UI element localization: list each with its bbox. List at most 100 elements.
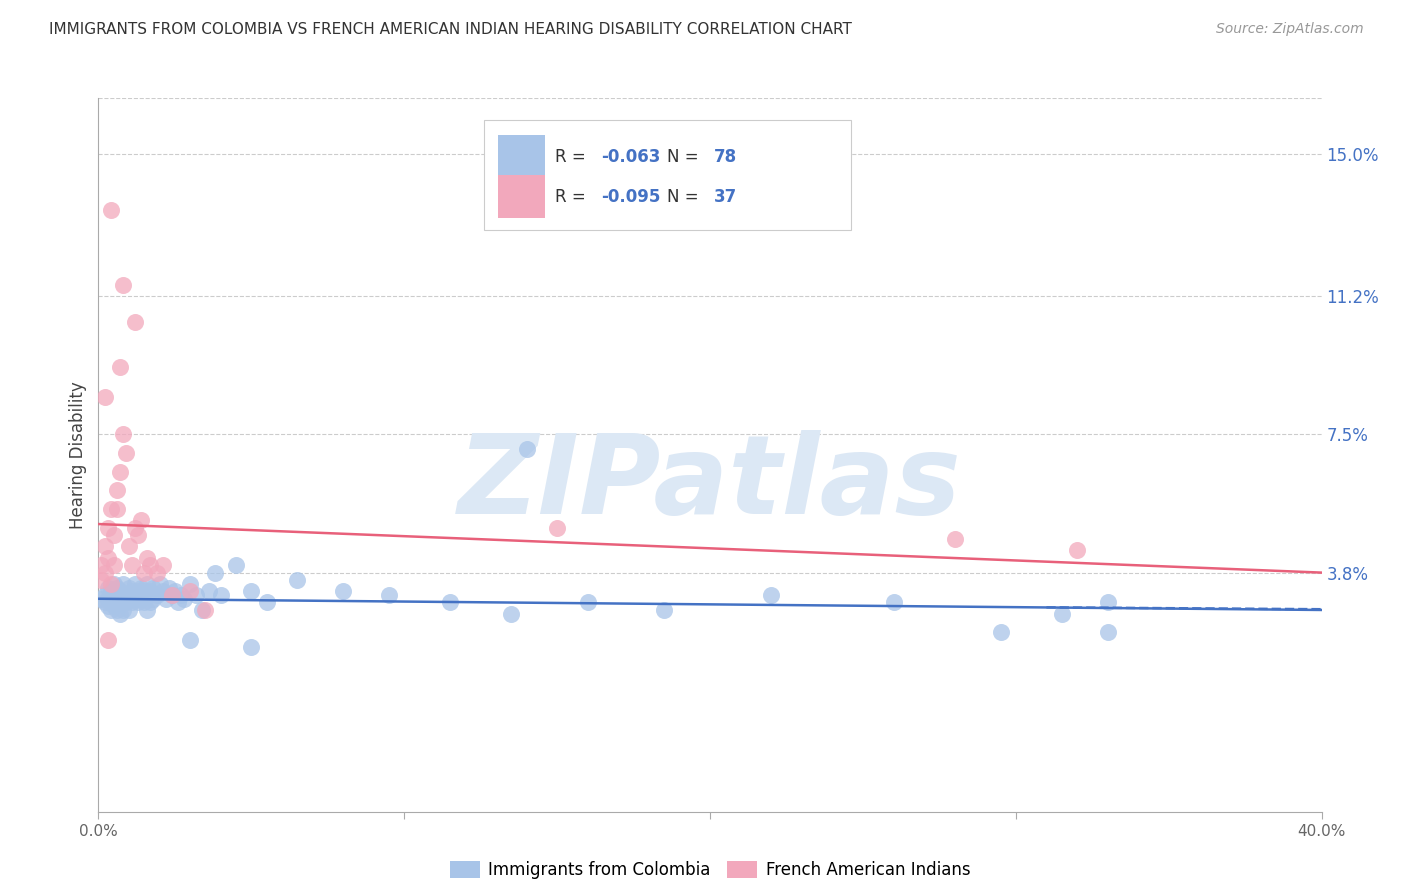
Y-axis label: Hearing Disability: Hearing Disability: [69, 381, 87, 529]
Point: [516, 442, 538, 457]
Point: [155, 591, 177, 606]
Point: [129, 581, 152, 595]
Point: [93, 390, 115, 404]
Text: IMMIGRANTS FROM COLOMBIA VS FRENCH AMERICAN INDIAN HEARING DISABILITY CORRELATIO: IMMIGRANTS FROM COLOMBIA VS FRENCH AMERI…: [49, 22, 852, 37]
Text: -0.095: -0.095: [602, 187, 661, 205]
Point: [173, 591, 195, 606]
Point: [103, 599, 125, 614]
Point: [105, 581, 128, 595]
Point: [501, 607, 523, 621]
Point: [1097, 625, 1119, 640]
Point: [103, 528, 125, 542]
Point: [90, 558, 112, 573]
Point: [157, 581, 180, 595]
Point: [170, 588, 193, 602]
Point: [883, 595, 905, 609]
Text: 37: 37: [714, 187, 737, 205]
Point: [546, 521, 568, 535]
Point: [105, 502, 128, 516]
Point: [97, 599, 120, 614]
Point: [145, 588, 167, 602]
Text: N =: N =: [668, 187, 704, 205]
Point: [378, 588, 401, 602]
Point: [97, 591, 120, 606]
Point: [139, 558, 162, 573]
Text: R =: R =: [555, 148, 591, 166]
FancyBboxPatch shape: [484, 120, 851, 230]
Point: [145, 566, 167, 580]
Point: [240, 584, 263, 599]
Point: [129, 513, 152, 527]
Point: [332, 584, 354, 599]
Point: [90, 591, 112, 606]
Point: [197, 584, 219, 599]
Text: 78: 78: [714, 148, 737, 166]
Point: [93, 588, 115, 602]
Point: [134, 584, 156, 599]
Point: [124, 315, 146, 329]
Point: [204, 566, 226, 580]
Point: [256, 595, 278, 609]
Text: -0.063: -0.063: [602, 148, 661, 166]
Point: [142, 591, 165, 606]
Point: [124, 591, 146, 606]
Point: [142, 581, 165, 595]
Text: R =: R =: [555, 187, 591, 205]
Point: [100, 584, 122, 599]
Point: [652, 603, 675, 617]
Point: [179, 584, 201, 599]
Point: [121, 584, 143, 599]
Point: [108, 360, 131, 375]
Point: [1050, 607, 1073, 621]
Point: [124, 577, 146, 591]
Point: [209, 588, 232, 602]
Text: ZIPatlas: ZIPatlas: [458, 430, 962, 537]
Point: [759, 588, 782, 602]
Point: [100, 203, 122, 218]
Point: [160, 588, 183, 602]
Point: [97, 521, 120, 535]
Text: N =: N =: [668, 148, 704, 166]
Point: [439, 595, 461, 609]
Point: [139, 595, 162, 609]
Point: [134, 566, 156, 580]
Point: [90, 573, 112, 587]
Legend: Immigrants from Colombia, French American Indians: Immigrants from Colombia, French America…: [443, 854, 977, 886]
Point: [179, 577, 201, 591]
Point: [191, 603, 214, 617]
Point: [100, 577, 122, 591]
Point: [108, 607, 131, 621]
Text: Source: ZipAtlas.com: Source: ZipAtlas.com: [1216, 22, 1364, 37]
Point: [127, 584, 149, 599]
Point: [97, 550, 120, 565]
Point: [111, 427, 134, 442]
Point: [127, 528, 149, 542]
Point: [100, 502, 122, 516]
Point: [97, 581, 120, 595]
Point: [103, 584, 125, 599]
Point: [121, 558, 143, 573]
Point: [1066, 543, 1088, 558]
Point: [111, 603, 134, 617]
Point: [118, 540, 141, 554]
Point: [186, 588, 208, 602]
Point: [194, 603, 217, 617]
Point: [149, 577, 172, 591]
Point: [1097, 595, 1119, 609]
Point: [97, 632, 120, 647]
Point: [152, 558, 174, 573]
Point: [179, 632, 201, 647]
Point: [124, 521, 146, 535]
FancyBboxPatch shape: [498, 175, 546, 218]
Point: [152, 584, 174, 599]
Point: [93, 540, 115, 554]
Point: [93, 595, 115, 609]
Point: [93, 566, 115, 580]
Point: [118, 591, 141, 606]
FancyBboxPatch shape: [498, 136, 546, 178]
Point: [118, 603, 141, 617]
Point: [136, 603, 159, 617]
Point: [285, 573, 308, 587]
Point: [118, 581, 141, 595]
Point: [115, 588, 138, 602]
